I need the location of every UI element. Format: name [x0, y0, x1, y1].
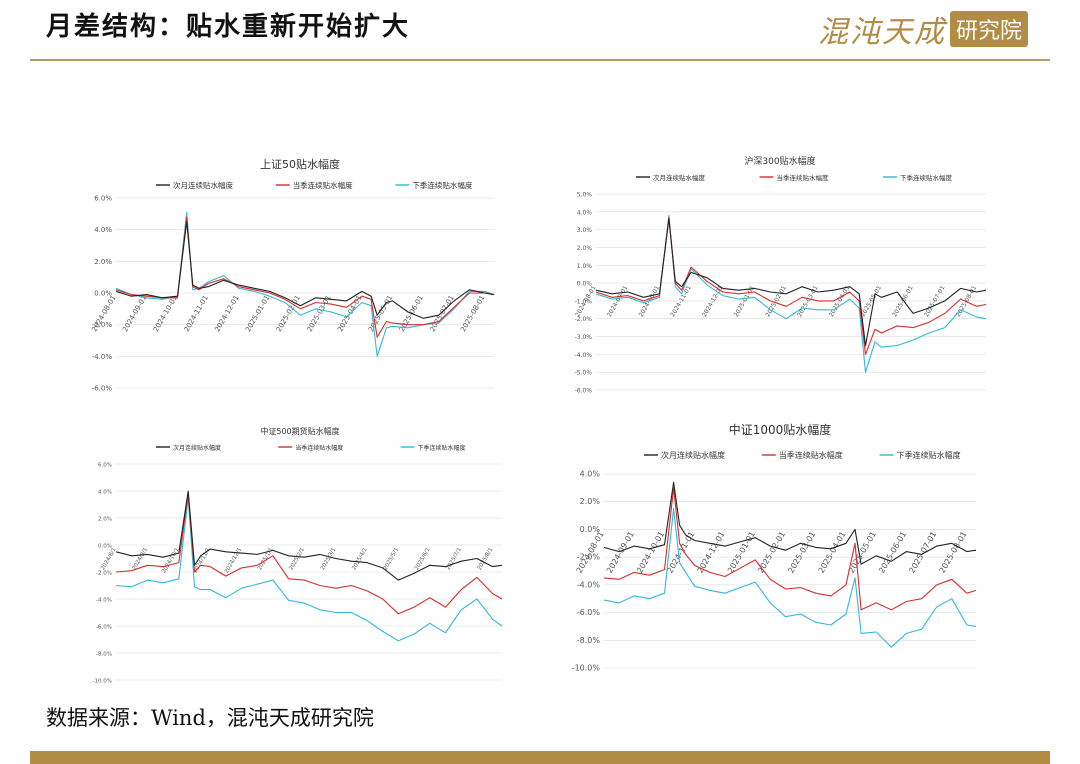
legend-label: 次月连续贴水幅度 — [661, 450, 725, 460]
y-tick-label: -4.0% — [92, 353, 113, 361]
x-tick-label: 2024-09-01 — [121, 294, 148, 333]
y-tick-label: 2.0% — [94, 258, 112, 266]
x-tick-label: 2025-07-01 — [429, 294, 456, 333]
y-tick-label: -3.0% — [575, 334, 593, 341]
legend-label: 次月连续贴水幅度 — [653, 173, 706, 182]
y-tick-label: -1.0% — [575, 298, 593, 305]
y-tick-label: -6.0% — [575, 388, 593, 395]
x-tick-label: 2025-04-01 — [817, 530, 848, 575]
data-source-note: 数据来源：Wind，混沌天成研究院 — [46, 706, 374, 730]
x-tick-label: 2025/2/1 — [288, 547, 306, 571]
x-tick-label: 2024/12/1 — [224, 547, 243, 574]
y-tick-label: 2.0% — [577, 245, 593, 252]
brand-logo: 混沌天成 研究院 — [818, 8, 1028, 50]
x-tick-label: 2024/8/1 — [100, 547, 118, 571]
x-tick-label: 2025-01-01 — [244, 294, 271, 333]
y-tick-label: -5.0% — [575, 370, 593, 377]
y-tick-label: -10.0% — [572, 664, 601, 673]
y-tick-label: 3.0% — [577, 227, 593, 234]
page-title: 月差结构：贴水重新开始扩大 — [46, 12, 411, 42]
chart-title: 中证1000贴水幅度 — [729, 422, 832, 437]
x-tick-label: 2025-06-01 — [877, 530, 908, 575]
y-tick-label: -2.0% — [96, 571, 112, 577]
y-tick-label: 4.0% — [94, 226, 112, 234]
y-tick-label: 6.0% — [98, 463, 112, 469]
legend-label: 下季连续贴水幅度 — [897, 450, 961, 460]
y-tick-label: -4.0% — [575, 352, 593, 359]
legend-label: 当季连续贴水幅度 — [779, 450, 843, 460]
y-tick-label: -6.0% — [96, 625, 112, 631]
series-line-1 — [603, 481, 977, 565]
y-tick-label: 4.0% — [580, 470, 601, 479]
y-tick-label: 2.0% — [98, 517, 112, 523]
chart-title: 沪深300贴水幅度 — [744, 155, 815, 167]
y-tick-label: -2.0% — [575, 316, 593, 323]
chart-title: 上证50贴水幅度 — [260, 157, 340, 171]
x-tick-label: 2024-09-01 — [605, 530, 636, 575]
x-tick-label: 2025/5/1 — [383, 547, 401, 571]
legend-label: 当季连续贴水幅度 — [293, 180, 353, 190]
y-tick-label: -8.0% — [96, 652, 112, 658]
y-tick-label: -10.0% — [93, 679, 112, 685]
legend-label: 下季连续贴水幅度 — [417, 444, 465, 452]
legend-label: 下季连续贴水幅度 — [412, 180, 472, 190]
chart-title: 中证500期货贴水幅度 — [260, 426, 339, 436]
header-divider — [30, 59, 1050, 61]
footer-bar — [30, 751, 1050, 764]
x-tick-label: 2025-05-01 — [847, 530, 878, 575]
x-tick-label: 2024-09-01 — [606, 284, 630, 318]
x-tick-label: 2024-11-01 — [183, 294, 210, 333]
series-line-2 — [603, 487, 977, 611]
x-tick-label: 2025-06-01 — [891, 284, 915, 318]
y-tick-label: 0.0% — [577, 281, 593, 288]
y-tick-label: -6.0% — [577, 608, 601, 617]
y-tick-label: 6.0% — [94, 195, 112, 203]
series-line-3 — [115, 211, 495, 357]
legend-label: 当季连续贴水幅度 — [295, 444, 343, 452]
x-tick-label: 2025-03-01 — [306, 294, 333, 333]
series-line-3 — [603, 508, 977, 648]
x-tick-label: 2025/6/1 — [414, 547, 432, 571]
legend-label: 次月连续贴水幅度 — [173, 444, 221, 452]
x-tick-label: 2024-12-01 — [213, 294, 240, 333]
x-tick-label: 2025/3/1 — [320, 547, 338, 571]
series-line-1 — [115, 490, 503, 581]
y-tick-label: -8.0% — [577, 636, 601, 645]
legend-label: 次月连续贴水幅度 — [173, 180, 233, 190]
y-tick-label: 0.0% — [580, 525, 601, 534]
x-tick-label: 2025-08-01 — [459, 294, 486, 333]
y-tick-label: -4.0% — [577, 580, 601, 589]
y-tick-label: -2.0% — [577, 553, 601, 562]
y-tick-label: 2.0% — [580, 497, 601, 506]
logo-main-text: 混沌天成 — [817, 15, 946, 50]
y-tick-label: -6.0% — [92, 385, 113, 393]
series-line-1 — [595, 218, 987, 347]
y-tick-label: 1.0% — [577, 263, 593, 270]
legend-label: 当季连续贴水幅度 — [777, 173, 830, 182]
series-line-2 — [115, 493, 503, 615]
x-tick-label: 2024-10-01 — [152, 294, 179, 333]
legend-label: 下季连续贴水幅度 — [900, 173, 953, 182]
x-tick-label: 2024/10/1 — [161, 547, 180, 574]
x-tick-label: 2025-03-01 — [786, 530, 817, 575]
y-tick-label: 0.0% — [94, 290, 112, 298]
y-tick-label: 0.0% — [98, 544, 112, 550]
y-tick-label: 4.0% — [98, 490, 112, 496]
x-tick-label: 2025/7/1 — [445, 547, 463, 571]
y-tick-label: -2.0% — [92, 321, 113, 329]
y-tick-label: 4.0% — [577, 209, 593, 216]
series-line-1 — [115, 221, 495, 319]
series-line-3 — [115, 497, 503, 642]
y-tick-label: 5.0% — [577, 192, 593, 199]
x-tick-label: 2025/4/1 — [351, 547, 369, 571]
logo-box-text: 研究院 — [949, 11, 1028, 47]
x-tick-label: 2025-03-01 — [796, 284, 820, 318]
x-tick-label: 2024-10-01 — [635, 530, 666, 575]
y-tick-label: -4.0% — [96, 598, 112, 604]
x-tick-label: 2025-08-01 — [938, 530, 969, 575]
